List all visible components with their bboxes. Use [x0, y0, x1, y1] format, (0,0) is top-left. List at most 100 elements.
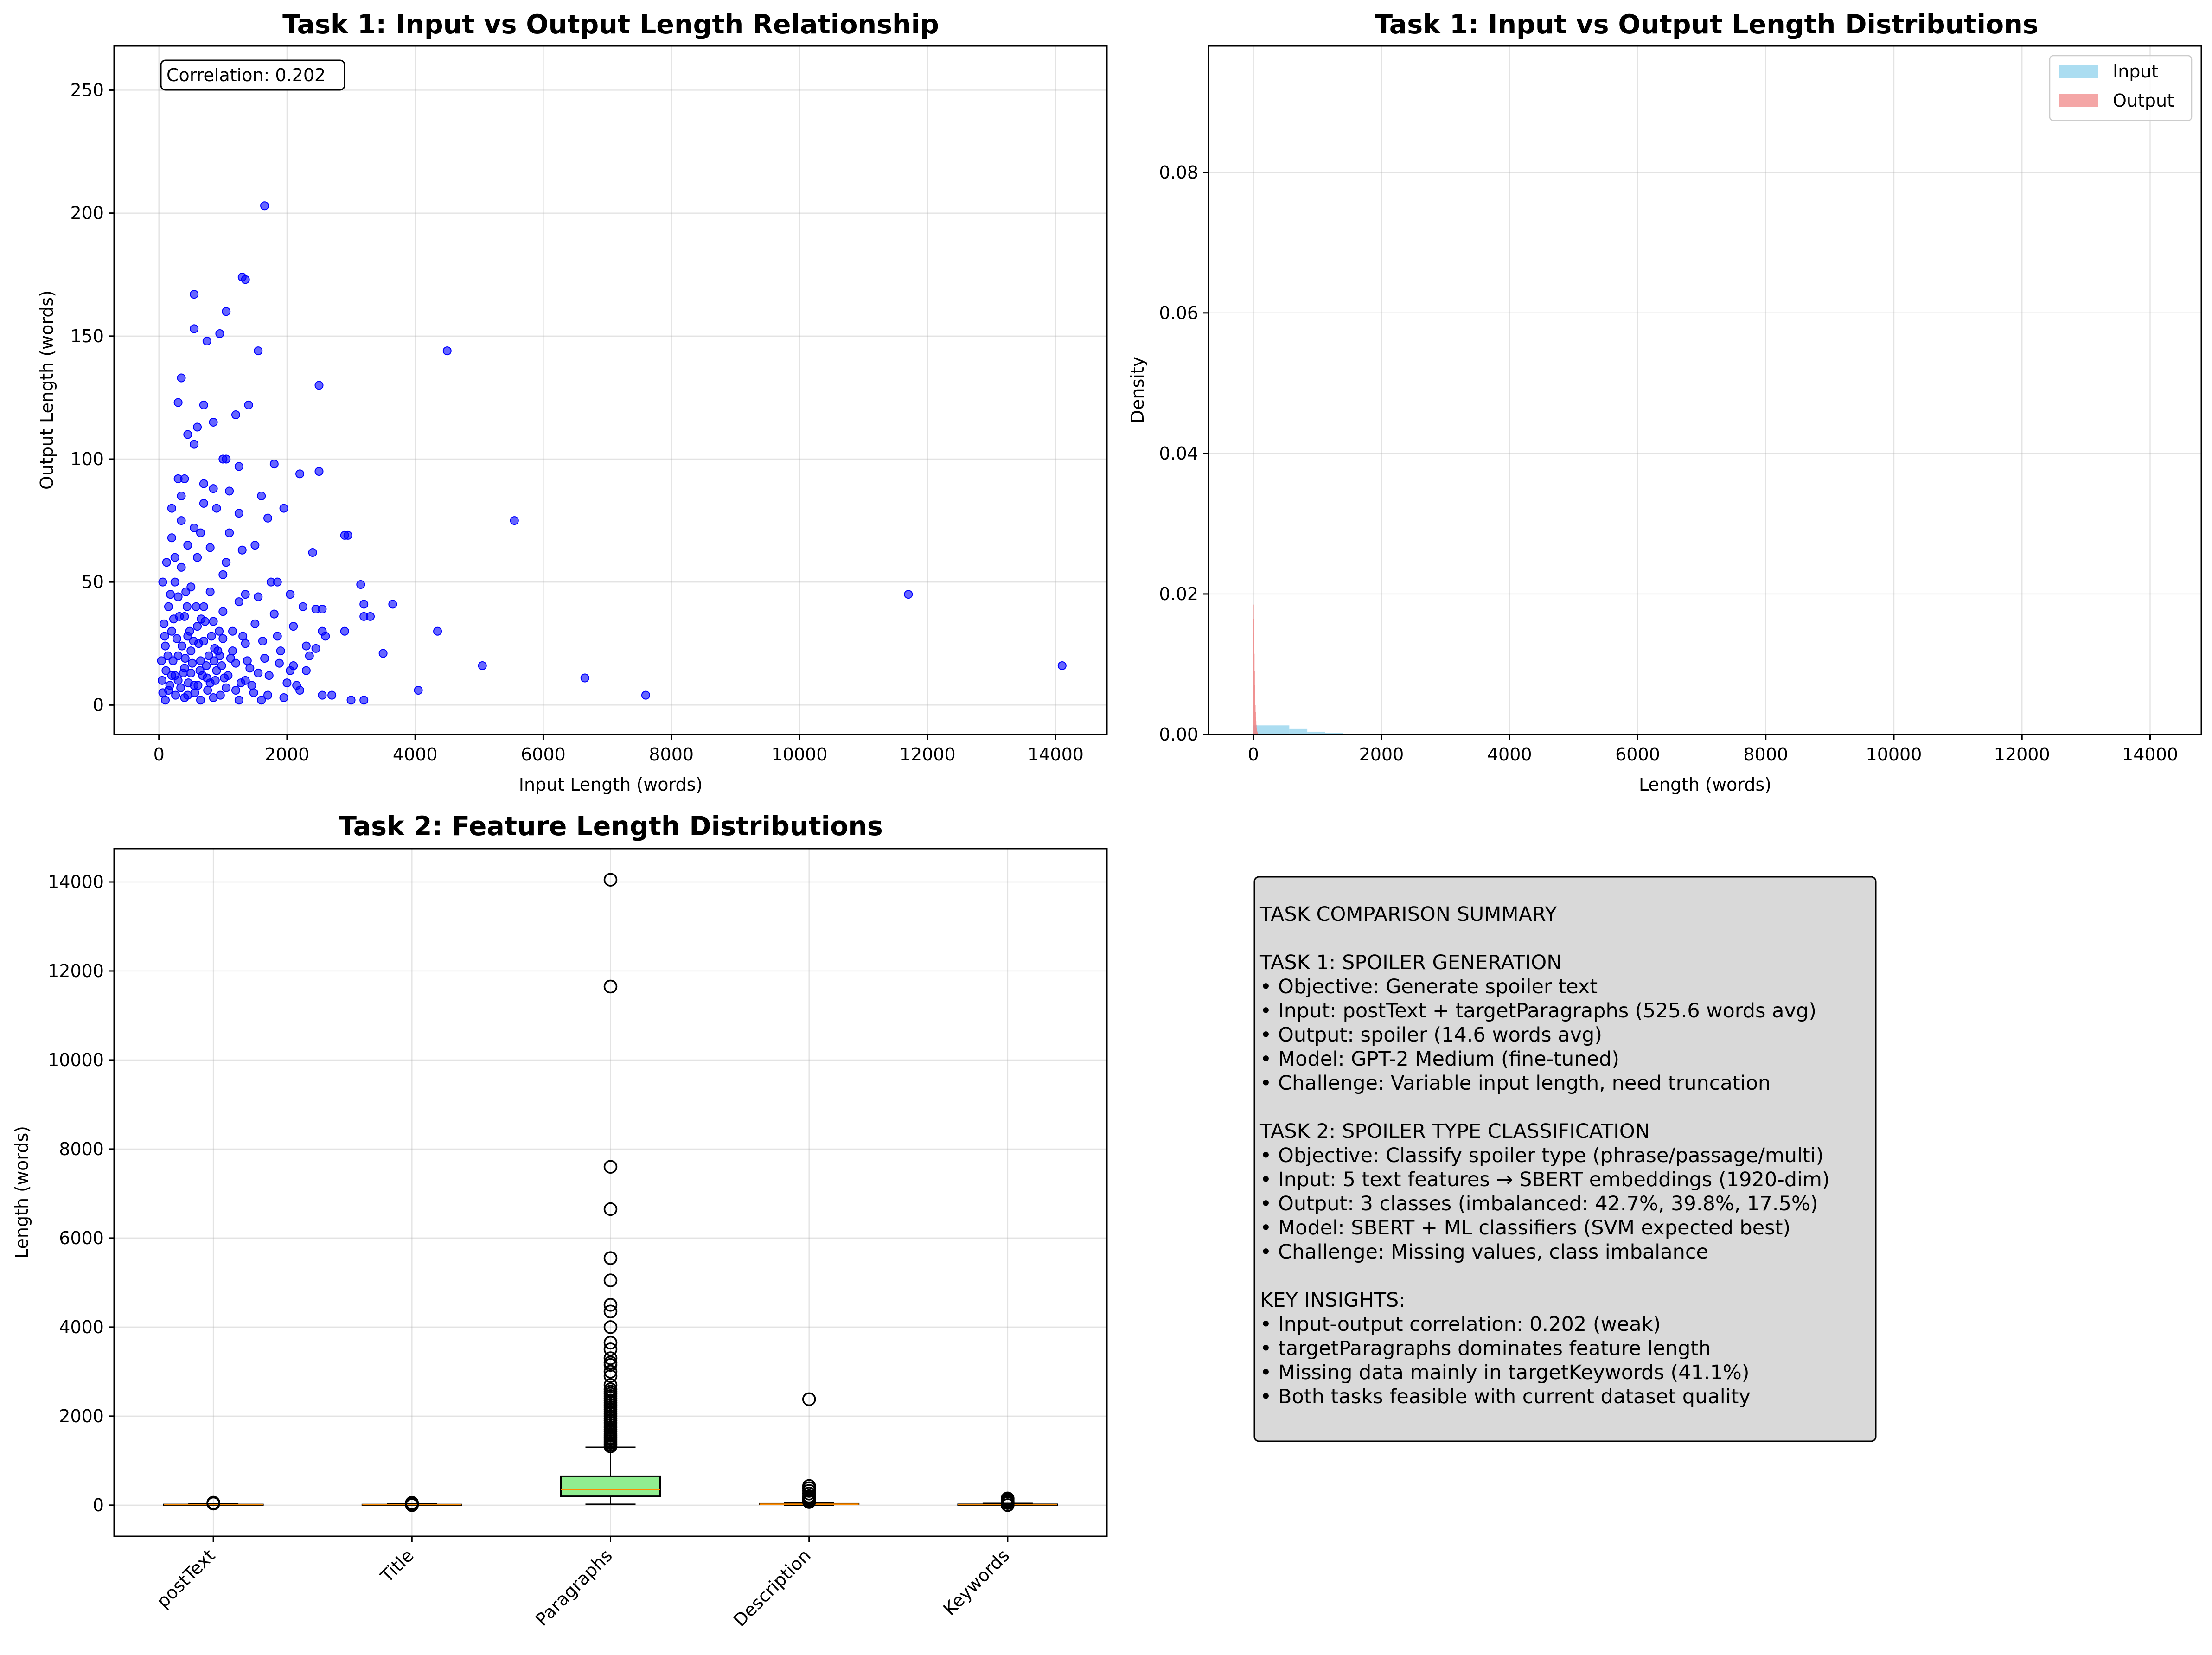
- scatter-point: [301, 641, 311, 651]
- histogram-x-tick-label: 8000: [1743, 744, 1788, 765]
- boxplot-y-tick-label: 10000: [48, 1050, 104, 1070]
- scatter-point: [273, 632, 282, 641]
- scatter-point: [433, 626, 442, 636]
- legend-swatch-input: [2059, 65, 2098, 78]
- scatter-point: [177, 373, 186, 383]
- scatter-point: [238, 632, 248, 641]
- histogram-bar-input: [1253, 725, 1272, 735]
- scatter-point: [161, 641, 170, 651]
- scatter-y-tick-label: 250: [70, 80, 104, 100]
- histogram-bar-output: [1254, 685, 1255, 735]
- histogram-bar-output: [1254, 671, 1255, 735]
- scatter-point: [305, 651, 314, 660]
- scatter-point: [580, 673, 589, 683]
- histogram-bar-output: [1255, 705, 1256, 735]
- summary-line: • targetParagraphs dominates feature len…: [1260, 1337, 1711, 1360]
- scatter-point: [176, 683, 185, 692]
- histogram-bar-output: [1253, 618, 1254, 735]
- scatter-point: [173, 676, 183, 685]
- scatter-point: [183, 430, 192, 439]
- scatter-point: [228, 646, 237, 656]
- summary-line: • Objective: Generate spoiler text: [1260, 975, 1598, 998]
- scatter-point: [264, 671, 274, 680]
- scatter-panel: Task 1: Input vs Output Length Relations…: [37, 9, 1108, 795]
- boxplot-y-tick-label: 8000: [59, 1139, 104, 1159]
- histogram-x-tick-label: 10000: [1866, 744, 1922, 765]
- scatter-point: [209, 617, 218, 626]
- scatter-point: [1057, 661, 1067, 670]
- scatter-point: [260, 654, 269, 663]
- scatter-point: [161, 666, 171, 675]
- scatter-point: [164, 602, 173, 611]
- boxplot-y-axis-label: Length (words): [12, 1126, 32, 1259]
- scatter-point: [228, 626, 237, 636]
- scatter-point: [209, 417, 218, 427]
- scatter-x-tick-label: 0: [153, 744, 165, 765]
- scatter-point: [266, 577, 275, 587]
- scatter-point: [158, 676, 167, 685]
- boxplot-y-tick-label: 14000: [48, 872, 104, 892]
- summary-line: TASK 2: SPOILER TYPE CLASSIFICATION: [1259, 1120, 1650, 1143]
- scatter-point: [205, 543, 215, 552]
- scatter-point: [388, 600, 397, 609]
- scatter-point: [321, 632, 330, 641]
- scatter-point: [210, 644, 219, 653]
- scatter-point: [216, 690, 225, 700]
- scatter-x-tick-label: 14000: [1028, 744, 1084, 765]
- scatter-point: [202, 661, 211, 670]
- histogram-bar-input: [1307, 731, 1325, 735]
- scatter-point: [282, 678, 292, 688]
- box-outlier: [603, 1336, 618, 1350]
- scatter-point: [167, 671, 176, 680]
- scatter-point: [234, 696, 243, 705]
- summary-box: [1253, 876, 1877, 1442]
- scatter-point: [196, 656, 205, 665]
- scatter-point: [207, 632, 216, 641]
- scatter-x-tick-label: 4000: [393, 744, 438, 765]
- boxplot-y-ticks: 0 2000 4000 6000 8000 10000 12000 14000: [48, 872, 114, 1515]
- histogram-axes-frame: [1208, 45, 2202, 735]
- scatter-point: [158, 577, 167, 587]
- scatter-point: [186, 668, 196, 677]
- box-outlier: [603, 1202, 618, 1216]
- histogram-bar-output: [1253, 604, 1254, 735]
- scatter-point: [177, 492, 186, 501]
- scatter-point: [167, 533, 176, 543]
- scatter-point: [192, 602, 201, 611]
- summary-line: • Model: SBERT + ML classifiers (SVM exp…: [1260, 1216, 1790, 1240]
- scatter-point: [202, 336, 211, 345]
- boxplot-x-tick-label: Keywords: [939, 1545, 1013, 1619]
- scatter-point: [222, 307, 231, 316]
- scatter-point: [186, 646, 196, 656]
- scatter-point: [225, 486, 234, 496]
- scatter-point: [286, 666, 295, 675]
- scatter-point: [250, 541, 260, 550]
- summary-line: • Input: postText + targetParagraphs (52…: [1260, 999, 1816, 1022]
- scatter-point: [641, 690, 650, 700]
- scatter-y-tick-label: 0: [93, 695, 104, 715]
- scatter-point: [185, 626, 194, 636]
- histogram-y-tick-label: 0.00: [1159, 724, 1198, 745]
- histogram-y-tick-label: 0.06: [1159, 303, 1198, 323]
- summary-line: • Output: 3 classes (imbalanced: 42.7%, …: [1260, 1192, 1818, 1215]
- scatter-point: [190, 524, 199, 532]
- scatter-point: [289, 622, 298, 631]
- scatter-x-tick-label: 12000: [900, 744, 956, 765]
- scatter-point: [209, 656, 218, 665]
- scatter-point: [177, 562, 186, 572]
- scatter-point: [292, 681, 301, 690]
- scatter-point: [414, 686, 423, 695]
- scatter-point: [181, 587, 191, 596]
- scatter-point: [327, 690, 337, 700]
- scatter-point: [173, 474, 183, 483]
- scatter-point: [218, 634, 228, 643]
- scatter-point: [346, 696, 356, 705]
- summary-line: • Model: GPT-2 Medium (fine-tuned): [1260, 1048, 1619, 1071]
- scatter-x-ticks: 0 2000 4000 6000 8000 10000 12000 14000: [153, 735, 1084, 765]
- scatter-point: [231, 410, 240, 420]
- scatter-point: [254, 668, 263, 677]
- boxplot-y-tick-label: 0: [93, 1495, 104, 1515]
- scatter-points: [157, 201, 1067, 705]
- scatter-point: [161, 696, 170, 705]
- scatter-point: [298, 602, 307, 611]
